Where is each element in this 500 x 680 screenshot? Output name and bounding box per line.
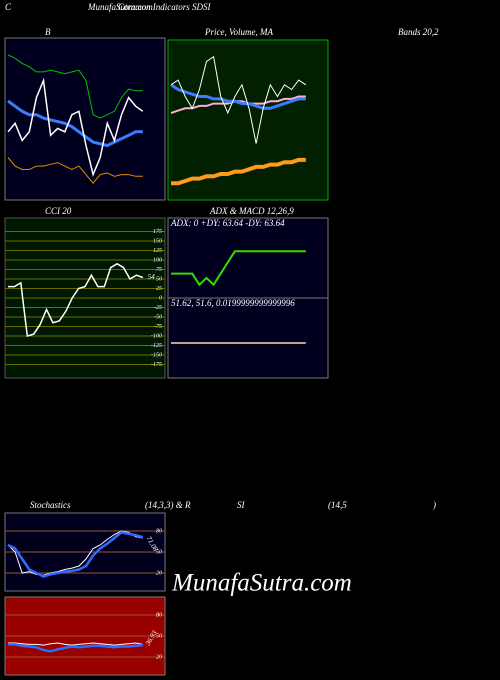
annotation: 51.62, 51.6, 0.0199999999999996 [171,298,295,308]
series-line [170,83,306,110]
corner-label: C [5,2,12,12]
y-tick-label: -100 [151,333,162,339]
series-line [171,250,306,287]
y-tick-label: -25 [154,305,162,311]
series-line [8,642,143,646]
panel-title: Bands 20,2 [398,27,439,37]
y-tick-label: 175 [153,229,162,235]
y-tick-label: 125 [153,248,162,254]
y-tick-label: 20 [156,570,162,576]
page-title: Common Indicators SDSI [118,2,211,12]
y-tick-label: -75 [154,324,162,330]
y-tick-label: 100 [153,257,162,263]
y-tick-label: -50 [154,314,162,320]
series-line [171,157,306,186]
y-tick-label: -150 [151,352,162,358]
panel-title: ) [432,500,436,510]
series-line [7,99,143,148]
series-line [8,262,144,337]
y-tick-label: 80 [156,528,162,534]
series-line [7,77,144,178]
panel-title: (14,5 [328,500,347,510]
y-tick-label: 50 [156,549,162,555]
panel-title: Stochastics [30,500,71,510]
y-tick-label: 50 [156,276,162,282]
site-name: MunafaSutra.com [87,2,153,12]
panel-title: B [45,27,51,37]
series-line [7,54,143,119]
y-tick-label: 150 [153,238,162,244]
panel-title: Price, Volume, MA [204,27,273,37]
panel-background [4,37,166,201]
series-line [7,531,144,578]
series-line [7,157,143,184]
panel-title: CCI 20 [45,206,72,216]
panel-background [167,39,329,201]
y-tick-label: 0 [159,295,162,301]
y-tick-label: 75 [156,267,162,273]
y-tick-label: -175 [151,362,162,368]
annotation: ADX: 0 +DY: 63.64 -DY: 63.64 [170,218,285,228]
y-tick-label: -125 [151,343,162,349]
series-line [7,530,143,576]
panel-title: (14,3,3) & R [145,500,191,510]
panel-title: SI [237,500,246,510]
watermark: MunafaSutra.com [171,570,352,597]
series-line [8,643,143,653]
y-tick-label: 50 [156,633,162,639]
series-line [170,55,307,144]
panel-title: ADX & MACD 12,26,9 [209,206,294,216]
last-value-label: 54 [148,273,156,281]
y-tick-label: 20 [156,654,162,660]
y-tick-label: 25 [156,286,162,292]
y-tick-label: 80 [156,612,162,618]
